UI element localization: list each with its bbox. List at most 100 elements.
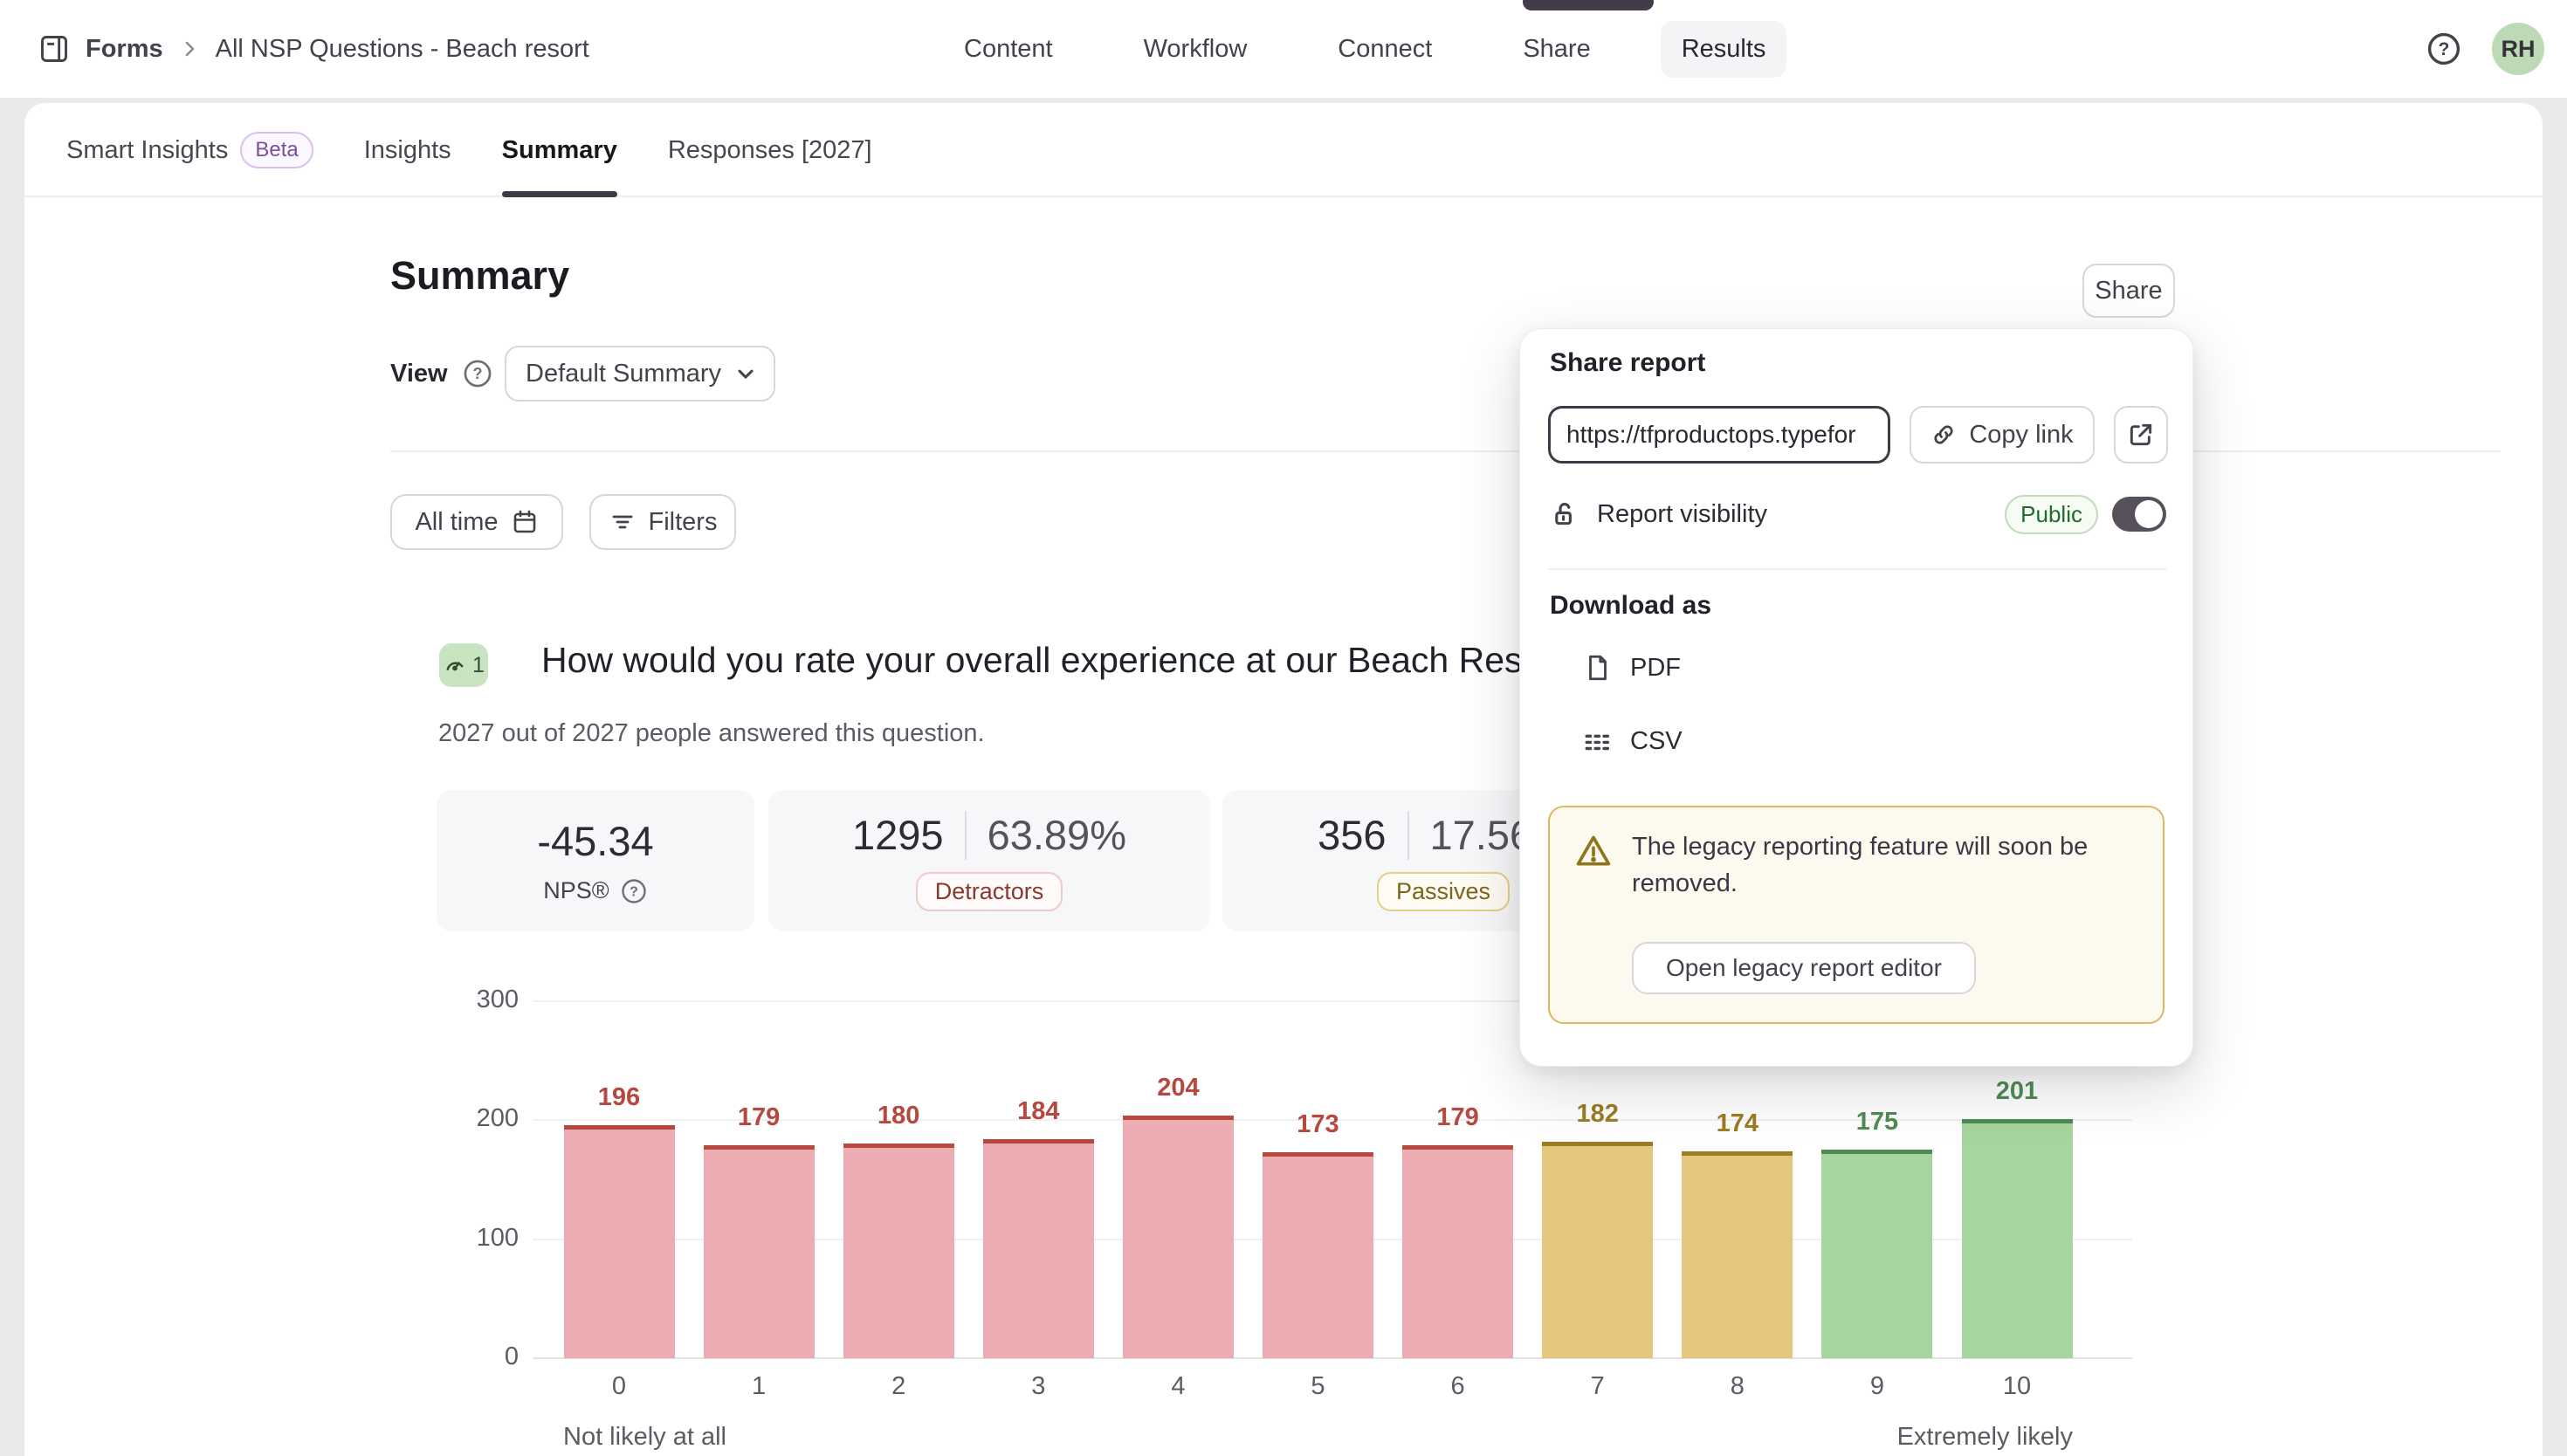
bar-value-6: 179	[1436, 1102, 1479, 1131]
csv-file-icon	[1583, 726, 1613, 756]
breadcrumb: Forms All NSP Questions - Beach resort	[38, 0, 589, 98]
view-help-icon[interactable]: ?	[462, 358, 493, 389]
warning-icon	[1574, 832, 1613, 870]
share-report-title: Share report	[1550, 348, 1706, 377]
bar-value-3: 184	[1017, 1097, 1060, 1126]
bar-7[interactable]	[1542, 1141, 1654, 1358]
ytick-100: 100	[476, 1223, 519, 1252]
question-answered-text: 2027 out of 2027 people answered this qu…	[438, 719, 985, 747]
popover-divider	[1548, 568, 2166, 570]
download-as-label: Download as	[1550, 591, 1712, 620]
passives-badge: Passives	[1376, 871, 1511, 911]
svg-text:?: ?	[2439, 39, 2450, 59]
tab-responses-2027[interactable]: Responses [2027]	[667, 135, 872, 164]
legacy-warning-box: The legacy reporting feature will soon b…	[1548, 806, 2164, 1024]
gauge-icon	[443, 653, 467, 677]
detractors-count: 1295	[852, 812, 944, 858]
beta-badge: Beta	[240, 132, 313, 168]
xtick-1: 1	[752, 1372, 767, 1400]
bar-8[interactable]	[1682, 1150, 1793, 1358]
question-number-badge: 1	[439, 643, 488, 687]
page-title: Summary	[390, 253, 570, 298]
share-report-popover: Share report Copy link	[1519, 328, 2193, 1067]
nav-item-content[interactable]: Content	[964, 34, 1053, 63]
help-icon[interactable]: ?	[2426, 31, 2462, 67]
bar-1[interactable]	[703, 1144, 815, 1358]
bar-value-1: 179	[737, 1102, 781, 1131]
tab-insights[interactable]: Insights	[363, 135, 451, 164]
report-visibility-label: Report visibility	[1597, 499, 1767, 528]
legacy-warning-text: The legacy reporting feature will soon b…	[1632, 833, 2089, 897]
bar-value-8: 174	[1716, 1109, 1758, 1137]
top-header: Forms All NSP Questions - Beach resort C…	[0, 0, 2567, 98]
bar-value-10: 201	[1995, 1076, 2039, 1105]
view-row: View ?	[390, 353, 493, 395]
bar-9[interactable]	[1821, 1150, 1933, 1358]
ytick-200: 200	[476, 1104, 519, 1133]
bar-value-2: 180	[877, 1102, 920, 1130]
breadcrumb-forms[interactable]: Forms	[86, 34, 163, 63]
axis-caption-right: Extremely likely	[1896, 1423, 2073, 1451]
results-tabs: Smart Insights Beta Insights Summary Respons…	[66, 103, 872, 197]
detractors-card: 1295 63.89% Detractors	[768, 790, 1210, 931]
xtick-9: 9	[1869, 1372, 1884, 1400]
tab-summary[interactable]: Summary	[501, 103, 617, 197]
view-label: View	[390, 359, 448, 388]
nav-item-results[interactable]: Results	[1660, 20, 1787, 78]
bar-value-5: 173	[1297, 1110, 1339, 1139]
bar-3[interactable]	[982, 1139, 1094, 1358]
time-filter-button[interactable]: All time	[390, 494, 563, 550]
xtick-4: 4	[1171, 1372, 1186, 1400]
filters-button[interactable]: Filters	[589, 494, 736, 550]
nps-card: -45.34 NPS® ?	[437, 790, 754, 931]
bar-10[interactable]	[1961, 1118, 2073, 1358]
bar-value-4: 204	[1157, 1073, 1200, 1102]
calendar-icon	[511, 508, 539, 536]
toolbar-divider	[390, 450, 2501, 452]
bar-5[interactable]	[1263, 1152, 1373, 1358]
xtick-7: 7	[1590, 1372, 1605, 1400]
question-number: 1	[472, 652, 485, 677]
nav-item-connect[interactable]: Connect	[1338, 34, 1433, 63]
avatar[interactable]: RH	[2492, 23, 2544, 75]
open-report-external-button[interactable]	[2114, 406, 2168, 464]
share-button[interactable]: Share	[2082, 264, 2175, 318]
copy-link-button[interactable]: Copy link	[1910, 406, 2095, 464]
open-legacy-report-button[interactable]: Open legacy report editor	[1632, 942, 1976, 994]
report-visibility-row: Report visibility Public	[1550, 493, 2166, 535]
bar-2[interactable]	[843, 1144, 954, 1358]
tabstrip-divider	[24, 196, 2543, 197]
breadcrumb-current: All NSP Questions - Beach resort	[215, 34, 589, 63]
bar-6[interactable]	[1402, 1144, 1514, 1358]
results-indicator	[1523, 0, 1654, 10]
copy-link-label: Copy link	[1969, 420, 2074, 449]
ytick-300: 300	[476, 985, 519, 1013]
report-url-input[interactable]	[1548, 406, 1890, 464]
svg-text:?: ?	[630, 884, 638, 899]
main-nav: Content Workflow Connect Share Results	[943, 0, 1787, 98]
nav-item-share[interactable]: Share	[1523, 34, 1591, 63]
visibility-toggle[interactable]	[2112, 497, 2166, 532]
forms-icon	[38, 33, 70, 65]
filter-icon	[609, 508, 637, 536]
bar-4[interactable]	[1122, 1115, 1234, 1358]
xtick-6: 6	[1450, 1372, 1465, 1400]
download-pdf-button[interactable]: PDF	[1583, 649, 1683, 687]
nps-help-icon[interactable]: ?	[620, 877, 648, 905]
svg-text:?: ?	[472, 365, 482, 382]
nps-label: NPS®	[543, 877, 609, 903]
chevron-right-icon	[179, 38, 200, 59]
download-csv-button[interactable]: CSV	[1583, 722, 1683, 760]
bar-value-9: 175	[1855, 1108, 1899, 1137]
nav-item-workflow[interactable]: Workflow	[1143, 34, 1248, 63]
nps-value: -45.34	[537, 817, 654, 864]
axis-caption-left: Not likely at all	[563, 1423, 726, 1451]
bar-value-7: 182	[1576, 1099, 1619, 1128]
question-title: How would you rate your overall experien…	[541, 640, 1523, 680]
download-csv-label: CSV	[1630, 726, 1683, 755]
tab-smart-insights[interactable]: Smart Insights Beta	[66, 103, 313, 197]
pdf-file-icon	[1583, 653, 1613, 683]
view-selector[interactable]: Default Summary	[505, 346, 775, 402]
bar-0[interactable]	[563, 1124, 675, 1358]
download-options: PDF CSV	[1583, 649, 1683, 760]
